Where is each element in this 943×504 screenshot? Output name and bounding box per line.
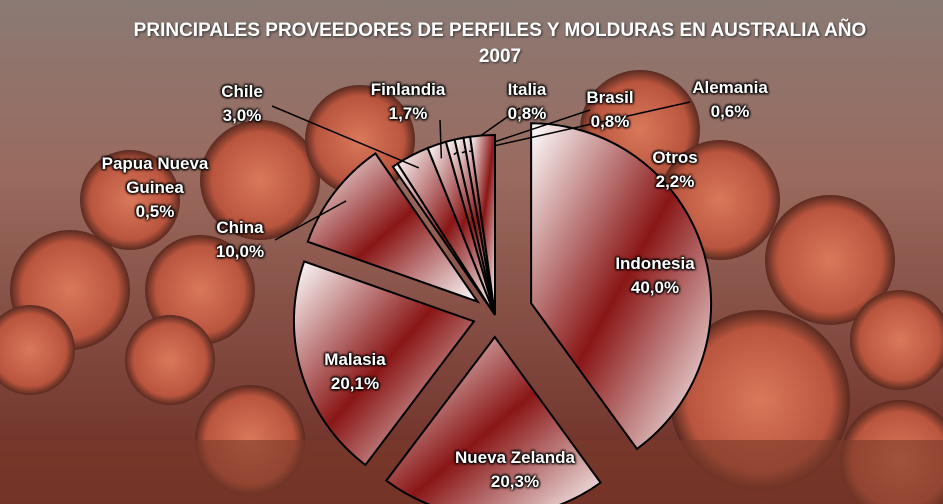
category-label: Chile	[221, 80, 263, 104]
value-label: 3,0%	[221, 104, 263, 128]
category-label: Malasia	[324, 348, 385, 372]
value-label: 0,8%	[586, 110, 633, 134]
value-label: 0,5%	[90, 200, 220, 224]
category-label: China	[216, 216, 264, 240]
value-label: 2,2%	[652, 170, 697, 194]
category-label: Nueva Zelanda	[455, 446, 575, 470]
category-label: Papua Nueva Guinea	[90, 152, 220, 200]
value-label: 40,0%	[615, 276, 694, 300]
value-label: 0,6%	[692, 100, 768, 124]
value-label: 0,8%	[508, 102, 547, 126]
category-label: Italia	[508, 78, 547, 102]
category-label: Finlandia	[371, 78, 446, 102]
chart-title: PRINCIPALES PROVEEDORES DE PERFILES Y MO…	[130, 18, 870, 70]
chart-page: PRINCIPALES PROVEEDORES DE PERFILES Y MO…	[0, 0, 943, 504]
category-label: Brasil	[586, 86, 633, 110]
category-label: Indonesia	[615, 252, 694, 276]
value-label: 1,7%	[371, 102, 446, 126]
value-label: 20,1%	[324, 372, 385, 396]
value-label: 10,0%	[216, 240, 264, 264]
category-label: Otros	[652, 146, 697, 170]
value-label: 20,3%	[455, 470, 575, 494]
pie-chart	[0, 0, 943, 504]
category-label: Alemania	[692, 76, 768, 100]
